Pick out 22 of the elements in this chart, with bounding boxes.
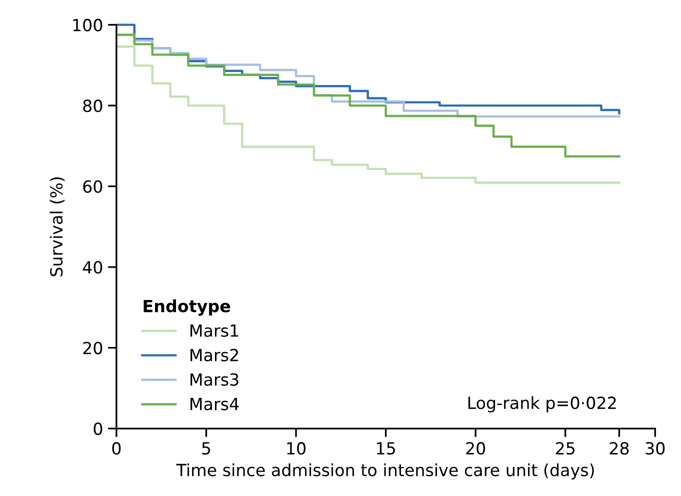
y-tick-label: 0 — [94, 422, 102, 436]
x-tick-label: 25 — [556, 442, 574, 455]
legend-label: Mars1 — [190, 324, 238, 337]
y-tick-label: 60 — [83, 180, 102, 193]
y-tick-label: 20 — [83, 342, 102, 354]
legend-label: Mars4 — [190, 398, 239, 410]
legend-label: Mars2 — [190, 348, 238, 362]
legend-title: Endotype — [144, 299, 230, 316]
x-tick-label: 28 — [610, 442, 629, 455]
x-tick-label: 30 — [646, 442, 665, 455]
y-tick-label: 80 — [83, 100, 102, 112]
legend-label: Mars3 — [190, 373, 238, 386]
annotation: Log-rank p=0·022 — [468, 396, 616, 412]
y-tick-label: 40 — [82, 261, 102, 274]
x-tick-label: 10 — [287, 442, 306, 455]
x-tick-label: 20 — [466, 442, 486, 455]
x-tick-label: 5 — [202, 442, 210, 455]
x-tick-label: 0 — [112, 442, 121, 455]
x-tick-label: 15 — [377, 442, 395, 455]
x-axis-title: Time since admission to intensive care unit (days) — [176, 463, 594, 480]
y-axis-title: Survival (%) — [50, 177, 65, 276]
y-tick-label: 100 — [73, 18, 102, 32]
